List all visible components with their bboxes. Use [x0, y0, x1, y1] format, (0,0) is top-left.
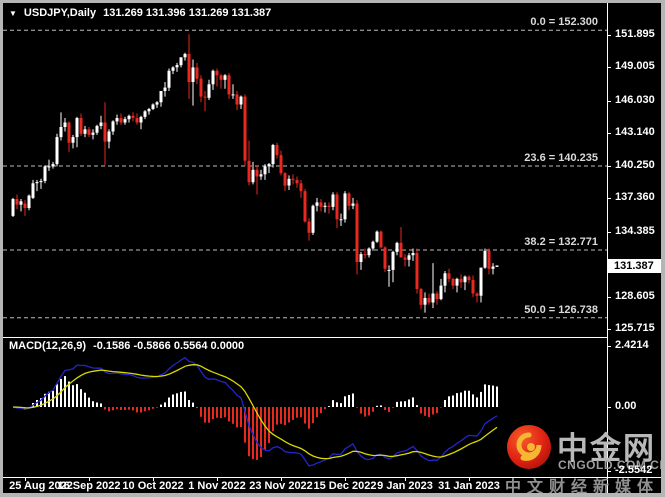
axis-tick: [607, 101, 611, 102]
axis-tick: [25, 477, 26, 481]
price-axis-label: 146.030: [615, 94, 655, 106]
date-axis-label: 31 Jan 2023: [438, 480, 500, 492]
axis-tick: [153, 477, 154, 481]
axis-tick: [281, 477, 282, 481]
symbol-dropdown-icon[interactable]: ▼: [9, 8, 17, 18]
date-axis-label: 16 Sep 2022: [57, 480, 121, 492]
axis-tick: [607, 232, 611, 233]
price-axis-label: 143.140: [615, 126, 655, 138]
axis-tick: [607, 166, 611, 167]
price-axis-label: 125.715: [615, 322, 655, 334]
macd-indicator-plot[interactable]: [3, 337, 607, 477]
axis-tick: [607, 407, 611, 408]
axis-tick: [607, 471, 611, 472]
axis-tick: [607, 67, 611, 68]
panel-separator[interactable]: [3, 337, 607, 338]
date-axis-label: 23 Nov 2022: [249, 480, 313, 492]
price-axis-label: 151.895: [615, 28, 655, 40]
price-axis[interactable]: 151.895 149.005 146.030 143.140 140.250 137.3…: [607, 3, 661, 493]
time-axis[interactable]: 25 Aug 2022 16 Sep 2022 10 Oct 2022 1 Nov 2…: [3, 477, 661, 493]
macd-axis[interactable]: 2.4214 0.00 -2.5542: [607, 3, 661, 493]
macd-axis-label: 2.4214: [615, 339, 649, 351]
axis-tick: [607, 198, 611, 199]
time-axis-line: [3, 477, 661, 478]
axis-tick: [607, 133, 611, 134]
date-axis-label: 15 Dec 2022: [313, 480, 377, 492]
date-axis-label: 10 Oct 2022: [122, 480, 184, 492]
symbol-timeframe-label: USDJPY,Daily: [23, 7, 97, 19]
axis-tick: [89, 477, 90, 481]
current-price-badge: 131.387: [608, 259, 661, 273]
chart-title: ▼ USDJPY,Daily 131.269 131.396 131.269 1…: [9, 7, 271, 19]
axis-tick: [405, 477, 406, 481]
macd-name: MACD(12,26,9): [9, 340, 87, 352]
price-axis-label: 137.360: [615, 191, 655, 203]
price-axis-label: 140.250: [615, 159, 655, 171]
axis-tick: [607, 35, 611, 36]
macd-axis-label: -2.5542: [615, 464, 653, 476]
price-chart-plot[interactable]: [3, 3, 607, 337]
macd-indicator-label: MACD(12,26,9) -0.1586 -0.5866 0.5564 0.0…: [9, 340, 248, 352]
axis-tick: [217, 477, 218, 481]
price-axis-label: 128.605: [615, 290, 655, 302]
axis-tick: [345, 477, 346, 481]
date-axis-label: 1 Nov 2022: [188, 480, 246, 492]
chart-area: ▼ USDJPY,Daily 131.269 131.396 131.269 1…: [3, 3, 661, 493]
axis-tick: [469, 477, 470, 481]
price-axis-line: [607, 3, 608, 493]
date-axis-label: 9 Jan 2023: [377, 480, 433, 492]
macd-values: -0.1586 -0.5866 0.5564 0.0000: [93, 340, 245, 352]
ohlc-readout: 131.269 131.396 131.269 131.387: [103, 7, 272, 19]
axis-tick: [607, 297, 611, 298]
date-axis-label: 25 Aug 2022: [9, 480, 73, 492]
macd-axis-label: 0.00: [615, 400, 637, 412]
price-axis-label: 149.005: [615, 60, 655, 72]
axis-tick: [607, 329, 611, 330]
price-axis-label: 134.385: [615, 225, 655, 237]
axis-tick: [607, 346, 611, 347]
